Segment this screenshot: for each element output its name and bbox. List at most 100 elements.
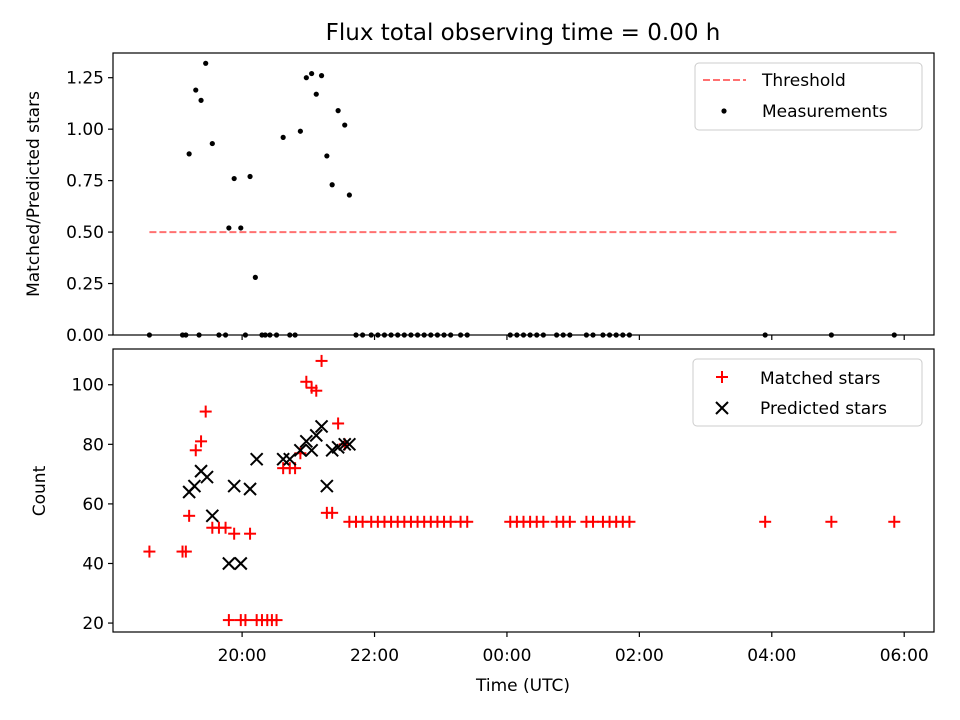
predicted-star-point (283, 452, 297, 466)
measurement-point (303, 75, 309, 81)
predicted-star-point (314, 419, 329, 434)
bottom-legend: Matched stars Predicted stars (692, 358, 923, 427)
bottom-y-axis-label: Count (30, 465, 50, 516)
measurement-point (329, 182, 335, 188)
predicted-star-point (200, 470, 214, 484)
legend-threshold-label: Threshold (761, 71, 846, 91)
measurement-point (346, 192, 352, 198)
predicted-star-point (234, 556, 248, 571)
legend-matched-label: Matched stars (760, 369, 880, 389)
measurement-point (226, 225, 232, 231)
y-tick-label: 0.25 (66, 275, 104, 295)
predicted-star-point (342, 437, 357, 452)
top-plot-frame (112, 52, 935, 336)
y-tick-label: 1.00 (66, 120, 104, 140)
measurement-point (335, 108, 341, 114)
predicted-star-point (227, 479, 241, 493)
y-tick-label: 1.25 (66, 69, 104, 89)
y-tick-label: 80 (82, 435, 104, 455)
x-tick-label: 22:00 (350, 646, 399, 666)
top-legend-box (694, 62, 923, 131)
matched-star-point (563, 515, 576, 528)
matched-star-point (195, 435, 208, 448)
x-tick-label: 04:00 (747, 646, 796, 666)
predicted-star-point (320, 479, 334, 493)
y-tick-label: 20 (82, 614, 104, 634)
bottom-x-axis-label: Time (UTC) (475, 676, 570, 696)
matched-star-point (219, 521, 232, 534)
legend-measurements-label: Measurements (762, 102, 888, 122)
predicted-star-point (304, 443, 319, 457)
measurement-point (203, 60, 209, 66)
bottom-plot-frame (112, 348, 935, 633)
y-tick-label: 0.75 (66, 172, 104, 192)
matched-star-point (332, 417, 345, 430)
matched-star-point (179, 545, 192, 558)
matched-star-point (222, 614, 235, 627)
matched-star-point (759, 515, 772, 528)
matched-star-point (825, 515, 838, 528)
top-chart-title: Flux total observing time = 0.00 h (326, 20, 721, 46)
matched-star-point (300, 375, 313, 388)
top-y-axis-ticks: 0.00 0.25 0.50 0.75 1.00 1.25 (66, 69, 113, 346)
measurement-point (318, 73, 325, 79)
matched-star-point (623, 515, 636, 528)
bottom-y-axis-ticks: 20 40 60 80 100 (72, 376, 113, 634)
x-tick-label: 20:00 (218, 646, 267, 666)
measurement-point (186, 151, 192, 157)
measurement-point (309, 70, 315, 77)
y-tick-label: 60 (82, 495, 104, 515)
star-count-points-layer (143, 354, 901, 627)
matched-star-point (189, 444, 202, 457)
x-tick-label: 00:00 (482, 646, 531, 666)
legend-measurements-swatch (721, 108, 727, 114)
predicted-star-point (309, 428, 323, 443)
matched-star-point (326, 506, 339, 519)
measurement-point (342, 122, 348, 128)
measurement-point (252, 274, 258, 280)
top-x-axis-ticks (241, 335, 905, 340)
matched-star-point (183, 509, 196, 522)
predicted-star-point (331, 440, 345, 455)
measurement-point (209, 140, 215, 147)
bottom-x-axis-ticks: 20:00 22:00 00:00 02:00 04:00 06:00 (218, 632, 929, 666)
predicted-star-point (187, 479, 202, 493)
y-tick-label: 100 (72, 376, 104, 396)
matched-star-point (310, 384, 323, 397)
legend-predicted-label: Predicted stars (760, 399, 887, 419)
predicted-star-point (249, 452, 264, 466)
matched-star-point (270, 614, 283, 627)
measurement-point (247, 173, 253, 180)
measurement-point (297, 128, 303, 134)
predicted-star-point (222, 556, 236, 571)
predicted-star-point (338, 437, 352, 452)
predicted-star-point (243, 482, 257, 496)
y-tick-label: 0.00 (66, 326, 104, 346)
matched-star-point (199, 405, 212, 418)
measurement-point (313, 91, 319, 97)
legend-matched-swatch (716, 371, 728, 383)
x-tick-label: 02:00 (615, 646, 664, 666)
matched-star-point (228, 527, 241, 540)
predicted-star-point (205, 509, 220, 523)
matched-star-point (143, 545, 156, 558)
top-legend: Threshold Measurements (694, 62, 923, 131)
matched-star-point (461, 515, 474, 528)
bottom-plot-area: 20 40 60 80 100 20:00 22:00 00:00 02:00 04:00 06:… (30, 348, 935, 696)
x-tick-label: 06:00 (880, 646, 929, 666)
top-plot-area: 0.00 0.25 0.50 0.75 1.00 1.25 Matched/Predict… (24, 52, 935, 346)
matched-star-point (244, 527, 257, 540)
bottom-legend-box (692, 358, 923, 427)
top-y-axis-label: Matched/Predicted stars (24, 91, 44, 297)
matched-star-point (239, 614, 252, 627)
measurement-point (198, 97, 204, 103)
measurement-point (231, 175, 237, 182)
legend-predicted-swatch (715, 401, 729, 415)
matched-star-point (888, 515, 901, 528)
y-tick-label: 40 (82, 554, 104, 574)
predicted-star-point (293, 443, 308, 457)
measurement-point (280, 134, 286, 140)
y-tick-label: 0.50 (66, 223, 104, 243)
measurement-point (324, 153, 330, 159)
